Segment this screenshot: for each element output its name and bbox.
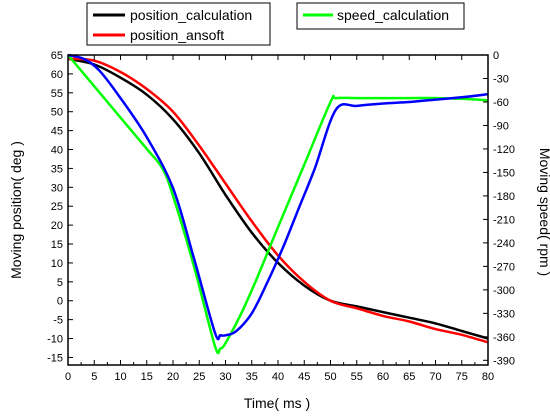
- legend-label-position-calculation: position_calculation: [130, 7, 252, 23]
- y2-tick-label: -330: [493, 308, 515, 320]
- x-tick-label: 35: [246, 371, 258, 383]
- x-tick-label: 30: [219, 371, 231, 383]
- x-tick-label: 80: [482, 371, 494, 383]
- legend-box-left: position_calculation position_ansoft: [86, 2, 271, 46]
- plot-lines: [67, 53, 489, 355]
- y2-tick-label: -60: [493, 97, 509, 109]
- y-tick-label: 30: [51, 182, 63, 194]
- x-tick-label: 20: [167, 371, 179, 383]
- y2-tick-label: -150: [493, 167, 515, 179]
- x-tick-label: 40: [272, 371, 284, 383]
- y-tick-label: 40: [51, 145, 63, 157]
- x-tick-label: 0: [65, 371, 71, 383]
- x-tick-label: 50: [324, 371, 336, 383]
- y2-tick-label: -300: [493, 285, 515, 297]
- y-tick-label: 0: [57, 296, 63, 308]
- x-tick-label: 25: [193, 371, 205, 383]
- x-tick-label: 75: [456, 371, 468, 383]
- y2-tick-label: -90: [493, 120, 509, 132]
- y2-tick-label: -180: [493, 191, 515, 203]
- x-tick-label: 55: [351, 371, 363, 383]
- y2-tick-label: -270: [493, 261, 515, 273]
- x-tick-label: 15: [141, 371, 153, 383]
- y-tick-label: -15: [47, 352, 63, 364]
- y-tick-label: -5: [53, 315, 63, 327]
- y-tick-label: 55: [51, 88, 63, 100]
- y-tick-label: 20: [51, 220, 63, 232]
- x-tick-label: 10: [114, 371, 126, 383]
- y-tick-label: 25: [51, 201, 63, 213]
- y-tick-label: 15: [51, 239, 63, 251]
- x-tick-label: 5: [91, 371, 97, 383]
- y-tick-label: 65: [51, 50, 63, 62]
- x-tick-label: 60: [377, 371, 389, 383]
- y-tick-label: 5: [57, 277, 63, 289]
- x-tick-label: 45: [298, 371, 310, 383]
- y-tick-label: 50: [51, 107, 63, 119]
- series-line-speed-calculation: [67, 54, 489, 355]
- y2-tick-label: -210: [493, 214, 515, 226]
- y-tick-label: 60: [51, 69, 63, 81]
- y2-tick-label: -390: [493, 355, 515, 367]
- y2-tick-label: -240: [493, 238, 515, 250]
- x-axis-label: Time( ms ): [244, 395, 310, 411]
- y-tick-label: 35: [51, 163, 63, 175]
- y-tick-label: -10: [47, 334, 63, 346]
- y2-tick-label: -30: [493, 73, 509, 85]
- legend-box-right: speed_calculation: [296, 2, 465, 30]
- legend-label-position-ansoft: position_ansoft: [130, 27, 224, 43]
- series-line-position-calculation: [67, 57, 489, 340]
- y2-tick-label: -120: [493, 144, 515, 156]
- y-tick-label: 10: [51, 258, 63, 270]
- x-tick-label: 70: [429, 371, 441, 383]
- y2-axis-label: Moving speed( rpm ): [537, 148, 550, 276]
- y2-tick-label: 0: [493, 50, 499, 62]
- y-axis-label: Moving position( deg ): [8, 141, 24, 279]
- series-line-blue-series-3: [67, 53, 489, 341]
- series-line-position-ansoft: [67, 57, 489, 344]
- ticks: 0 5 10 15 20 25 30 35 40 45 50 55 60 65 70 75 8065605550…: [47, 50, 515, 383]
- x-tick-label: 65: [403, 371, 415, 383]
- legend-label-speed-calculation: speed_calculation: [337, 7, 449, 23]
- y2-tick-label: -360: [493, 332, 515, 344]
- y-tick-label: 45: [51, 126, 63, 138]
